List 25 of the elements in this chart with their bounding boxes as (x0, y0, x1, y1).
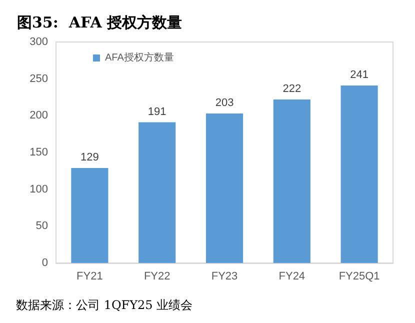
y-tick-label: 150 (30, 146, 48, 158)
y-tick-label: 250 (30, 72, 48, 85)
legend-label: AFA授权方数量 (105, 52, 174, 64)
x-tick-label: FY22 (144, 270, 170, 282)
bar (206, 113, 244, 263)
x-tick-label: FY21 (76, 270, 103, 282)
data-label: 222 (282, 82, 302, 95)
y-tick-label: 50 (36, 220, 48, 232)
bar (71, 168, 108, 263)
x-tick-label: FY25Q1 (338, 270, 380, 282)
bar (340, 85, 378, 263)
chart-title: 图35: AFA 授权方数量 (17, 14, 182, 32)
data-label: 191 (148, 106, 166, 118)
x-tick-label: FY24 (278, 270, 306, 282)
y-tick-label: 200 (30, 110, 48, 122)
y-tick-label: 0 (42, 257, 48, 269)
x-tick-label: FY23 (211, 270, 238, 282)
y-tick-label: 100 (30, 183, 48, 196)
y-tick-label: 300 (30, 36, 48, 48)
data-label: 129 (80, 151, 99, 164)
data-label: 203 (215, 96, 234, 109)
bar (138, 122, 176, 263)
bar (273, 99, 310, 263)
source-note: 数据来源：公司 1QFY25 业绩会 (16, 298, 193, 312)
data-label: 241 (350, 68, 368, 81)
